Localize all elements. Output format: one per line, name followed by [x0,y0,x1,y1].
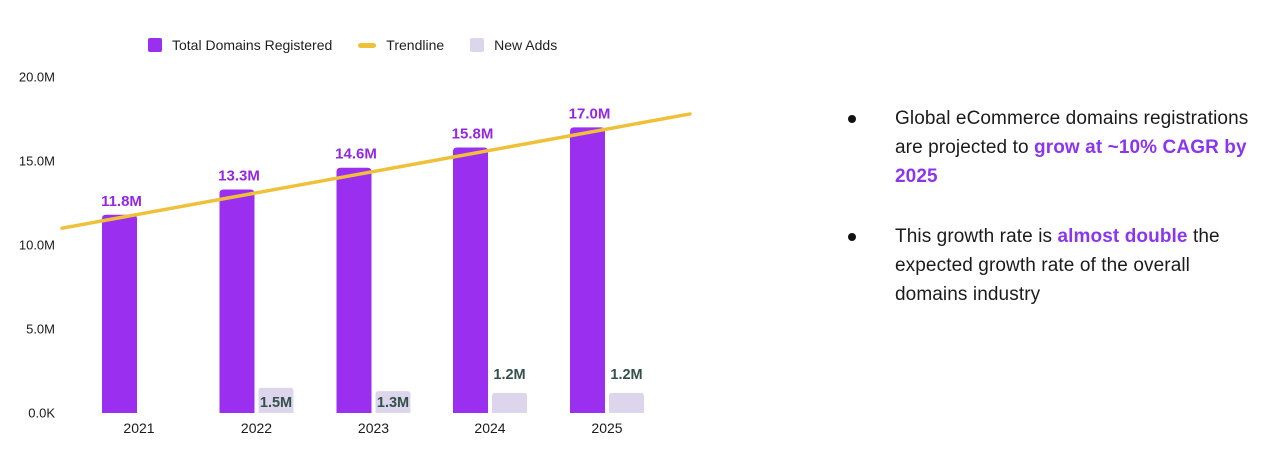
chart-text-newadd-value: 1.2M [493,367,525,383]
legend-label-trendline: Trendline [386,37,445,53]
legend-label-new-adds: New Adds [494,37,558,53]
chart-text-bar-value: 13.3M [218,168,260,185]
chart-text-bar-value: 14.6M [335,146,377,163]
bar-new-adds-2022 [258,387,294,413]
bullet-growth-pre: Global eCommerce domains registrations a… [895,108,1249,158]
bar-total-domains-2023 [336,167,372,413]
legend-trendline-dash-icon [358,42,377,48]
chart-text-bar-value: 11.8M [101,193,142,210]
bullet-double-highlight: almost double [1057,226,1188,247]
notes-panel: Global eCommerce domains registrations a… [848,104,1262,309]
legend-label-total-domains: Total Domains Registered [172,37,333,53]
domains-chart-area: Total Domains Registered Trendline New A… [19,37,692,436]
bullet-item-growth: Global eCommerce domains registrations a… [848,104,1262,191]
legend-item-new-adds: New Adds [470,37,557,53]
legend-item-trendline: Trendline [358,37,444,53]
bar-total-domains-2021 [102,214,137,413]
bar-total-domains-2024 [453,147,488,413]
legend-swatch-new-adds-icon [470,38,485,52]
bar-new-adds-2025 [609,392,644,413]
chart-text-tick-label: 20.0M [19,70,55,85]
chart-text-newadd-value: 1.5M [260,395,292,411]
trendline [60,112,692,230]
bar-total-domains-2025 [570,127,605,414]
chart-text-x-cat-label: 2022 [241,420,272,436]
chart-text-x-cat-label: 2025 [591,420,622,436]
chart-text-tick-label: 10.0M [19,238,55,253]
bullet-double-pre: This growth rate is [895,226,1058,247]
chart-text-x-cat-label: 2024 [474,420,505,436]
chart-text-tick-label: 15.0M [19,154,55,169]
chart-text-bar-value: 17.0M [569,105,611,122]
chart-text-newadd-value: 1.3M [377,395,409,411]
bar-new-adds-2024 [492,392,527,413]
bullet-item-double: This growth rate is almost double the ex… [848,222,1262,309]
bar-total-domains-2022 [219,189,255,413]
bullet-dot-icon [848,233,856,241]
legend-swatch-total-domains-icon [148,38,162,52]
bullet-double-post: the expected growth rate of the overall … [895,226,1220,305]
chart-text-x-cat-label: 2021 [123,420,154,436]
chart-legend: Total Domains Registered Trendline New A… [148,37,557,53]
bullet-growth-highlight: grow at ~10% CAGR by 2025 [895,137,1247,187]
chart-text-tick-label: 0.0K [28,406,55,421]
bullet-dot-icon [848,115,856,123]
chart-text-newadd-value: 1.2M [610,367,642,383]
bullet-text-growth: Global eCommerce domains registrations a… [895,104,1255,191]
chart-text-x-cat-label: 2023 [358,420,389,436]
bar-new-adds-2023 [375,391,411,413]
domains-bar-chart: 0.0K 5.0M 10.0M 15.0M 20.0M 11.8M 2021 13.3M 1.5… [19,70,692,436]
legend-item-total-domains: Total Domains Registered [148,37,332,53]
chart-text-tick-label: 5.0M [26,322,55,337]
bullet-text-double: This growth rate is almost double the ex… [895,222,1255,309]
chart-text-bar-value: 15.8M [452,126,494,143]
